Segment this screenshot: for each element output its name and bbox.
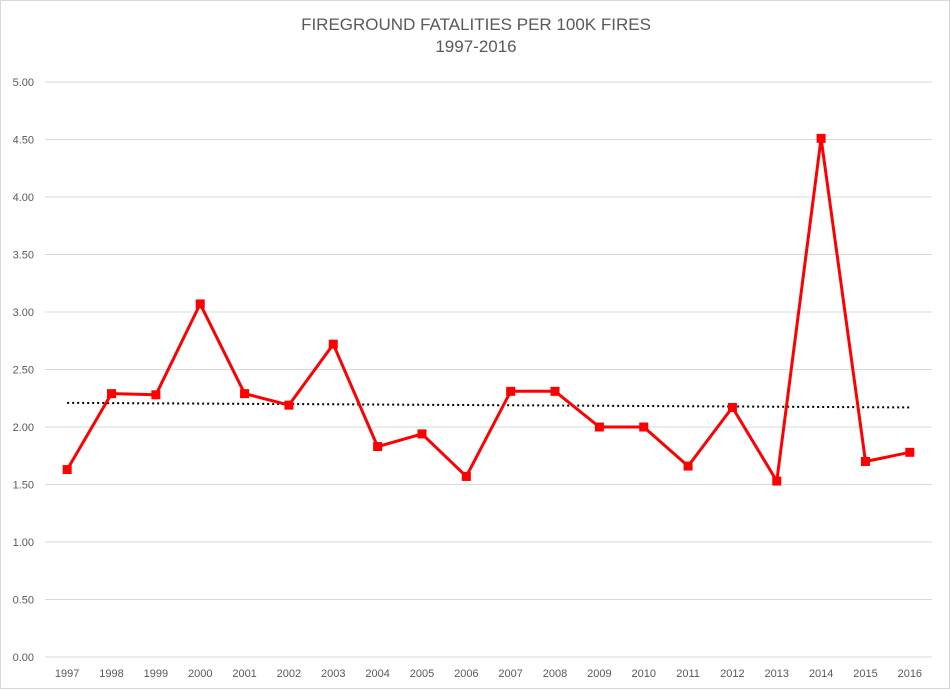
chart-title-line-1: FIREGROUND FATALITIES PER 100K FIRES bbox=[301, 15, 651, 34]
x-tick-label: 1997 bbox=[55, 668, 79, 680]
y-tick-label: 1.50 bbox=[13, 480, 34, 492]
x-tick-label: 1999 bbox=[144, 668, 168, 680]
y-tick-label: 5.00 bbox=[13, 77, 34, 89]
data-point-marker bbox=[240, 389, 250, 399]
x-tick-label: 2014 bbox=[809, 668, 833, 680]
data-point-marker bbox=[195, 299, 205, 309]
y-tick-label: 3.50 bbox=[13, 250, 34, 262]
data-point-marker bbox=[461, 471, 471, 481]
data-point-marker bbox=[816, 133, 826, 143]
data-point-marker bbox=[328, 339, 338, 349]
series-line bbox=[65, 136, 911, 483]
data-point-marker bbox=[417, 429, 427, 439]
y-tick-label: 4.50 bbox=[13, 135, 34, 147]
x-tick-label: 2009 bbox=[587, 668, 611, 680]
data-point-marker bbox=[284, 400, 294, 410]
data-point-marker bbox=[594, 422, 604, 432]
x-tick-label: 2012 bbox=[720, 668, 744, 680]
data-point-marker bbox=[639, 422, 649, 432]
y-tick-label: 0.00 bbox=[13, 652, 34, 664]
y-tick-label: 0.50 bbox=[13, 595, 34, 607]
data-point-marker bbox=[373, 442, 383, 452]
data-point-marker bbox=[860, 457, 870, 466]
x-tick-label: 2002 bbox=[277, 668, 301, 680]
data-point-marker bbox=[151, 390, 161, 400]
data-point-marker bbox=[506, 386, 516, 396]
x-tick-label: 2016 bbox=[898, 668, 922, 680]
chart-title-line-2: 1997-2016 bbox=[435, 37, 517, 56]
x-tick-label: 2007 bbox=[498, 668, 522, 680]
data-point-marker bbox=[683, 461, 693, 471]
x-tick-label: 2013 bbox=[765, 668, 789, 680]
x-tick-label: 2000 bbox=[188, 668, 212, 680]
x-tick-label: 2004 bbox=[365, 668, 389, 680]
x-tick-label: 2003 bbox=[321, 668, 345, 680]
y-tick-label: 4.00 bbox=[13, 192, 34, 204]
data-point-marker bbox=[62, 465, 72, 475]
y-tick-label: 2.00 bbox=[13, 422, 34, 434]
x-tick-label: 1998 bbox=[99, 668, 123, 680]
data-point-marker bbox=[905, 447, 915, 457]
y-tick-label: 2.50 bbox=[13, 365, 34, 377]
x-tick-label: 2008 bbox=[543, 668, 567, 680]
y-tick-label: 3.00 bbox=[13, 307, 34, 319]
x-tick-label: 2001 bbox=[232, 668, 256, 680]
x-tick-label: 2005 bbox=[410, 668, 434, 680]
data-point-marker bbox=[107, 389, 117, 399]
x-tick-label: 2015 bbox=[853, 668, 877, 680]
chart-title: FIREGROUND FATALITIES PER 100K FIRES 199… bbox=[1, 14, 950, 58]
data-point-marker bbox=[550, 386, 560, 396]
trendline bbox=[67, 401, 910, 409]
x-tick-label: 2006 bbox=[454, 668, 478, 680]
x-tick-label: 2011 bbox=[676, 668, 700, 680]
x-tick-label: 2010 bbox=[631, 668, 655, 680]
data-point-marker bbox=[727, 402, 737, 412]
data-point-marker bbox=[772, 476, 782, 486]
y-tick-label: 1.00 bbox=[13, 537, 34, 549]
